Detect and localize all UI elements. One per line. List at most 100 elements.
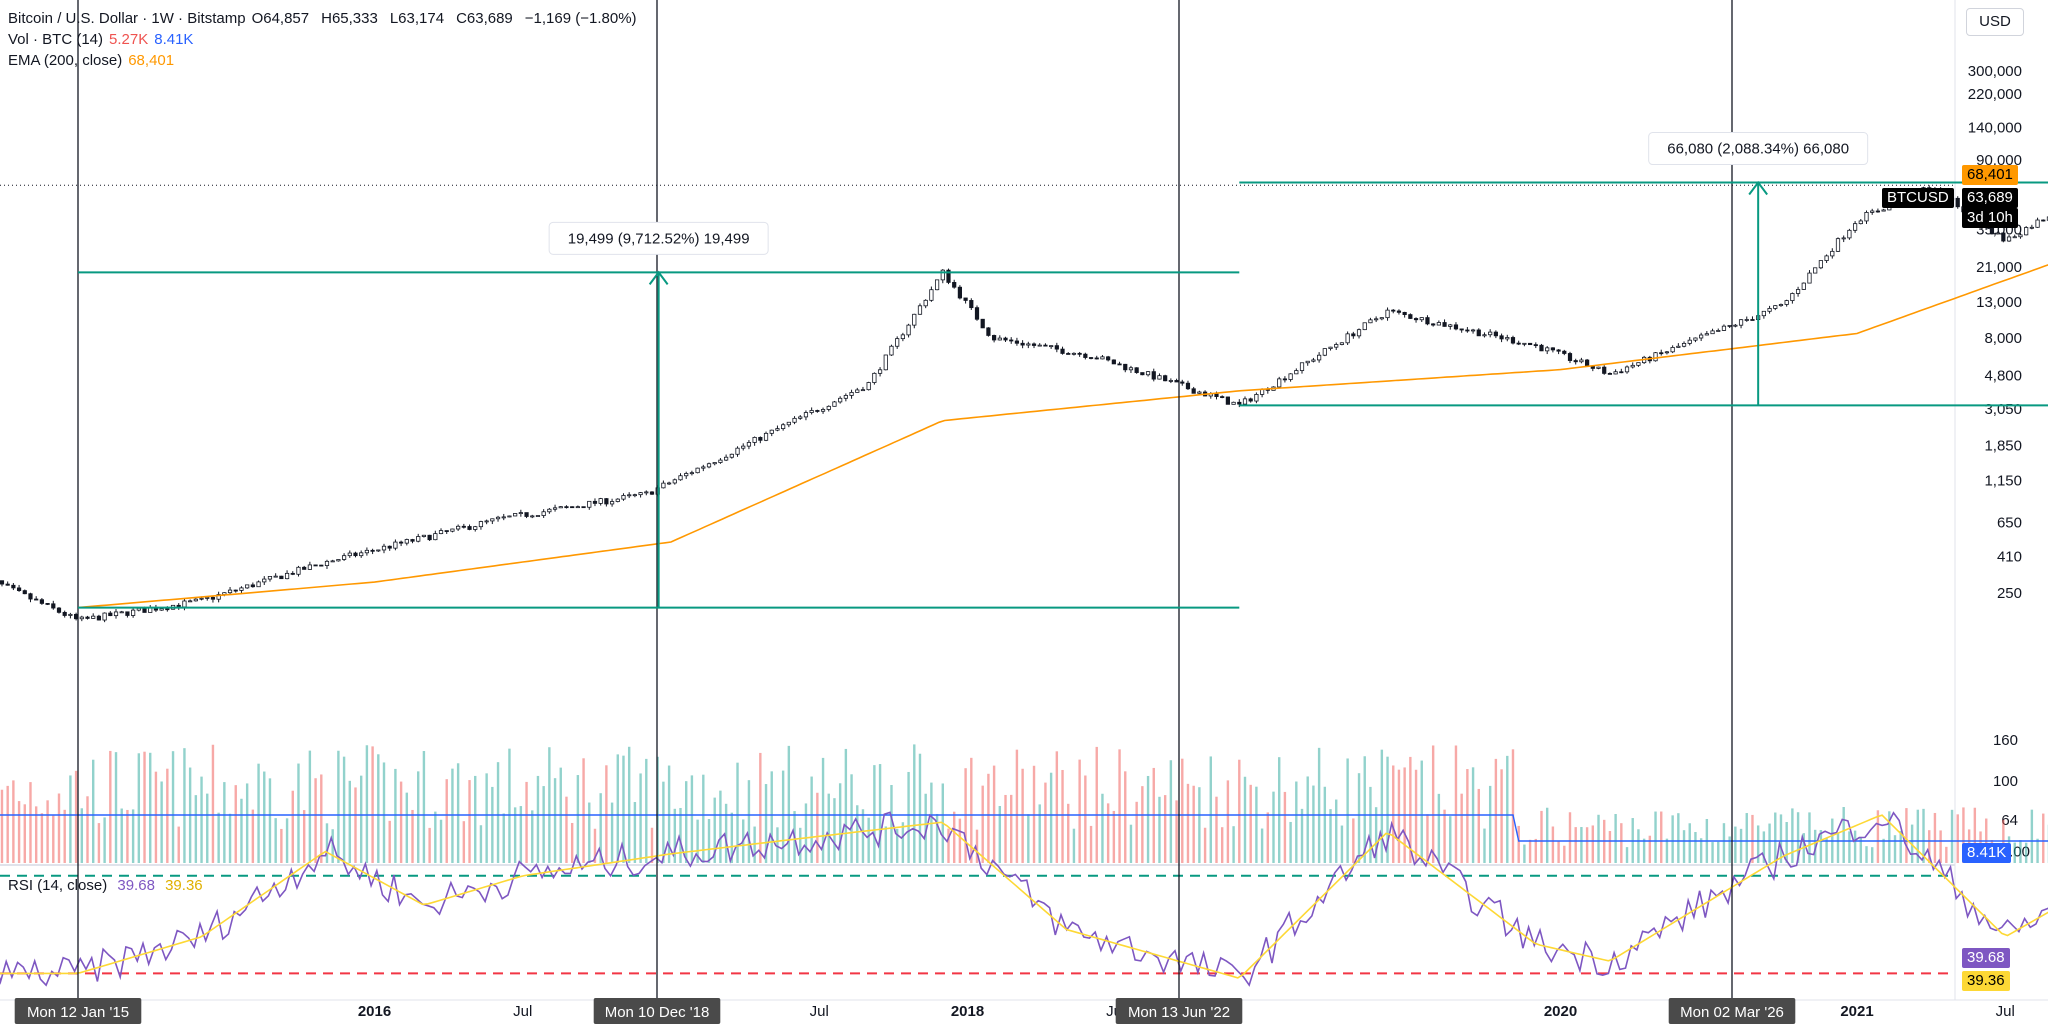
volume-bar: [1272, 791, 1275, 863]
candle-body: [1128, 367, 1134, 371]
candle-body: [1567, 353, 1573, 361]
volume-bar: [103, 817, 106, 863]
volume-bar: [1346, 758, 1349, 863]
candle-body: [1607, 372, 1613, 375]
candle-body: [672, 479, 677, 484]
candle-body: [302, 566, 307, 570]
volume-bar: [542, 786, 545, 863]
volume-bar: [924, 793, 927, 863]
volume-bar: [1335, 799, 1338, 863]
candle-body: [1545, 347, 1550, 352]
volume-bar: [1848, 831, 1851, 863]
volume-bar: [1545, 807, 1549, 863]
volume-bar: [331, 829, 334, 863]
candle-body: [1807, 272, 1812, 284]
candle-body: [1385, 309, 1390, 319]
candle-body: [473, 526, 478, 530]
candle-body: [399, 541, 404, 544]
volume-bar: [1124, 771, 1127, 863]
ema-price-tag: 68,401: [1962, 165, 2018, 185]
currency-button[interactable]: USD: [1966, 8, 2024, 36]
candle-body: [746, 442, 752, 447]
candle-body: [1334, 344, 1339, 348]
candle-body: [1037, 344, 1042, 347]
cycle-marker-date-bg: [1668, 998, 1796, 1024]
candle-body: [535, 515, 541, 517]
candle-body: [1288, 373, 1293, 380]
candle-body: [912, 313, 917, 326]
candle-body: [1579, 359, 1584, 363]
candle-body: [604, 498, 609, 505]
candle-body: [233, 589, 238, 592]
candle-body: [1818, 260, 1823, 269]
candle-body: [16, 587, 22, 592]
volume-bar: [1494, 758, 1498, 863]
candle-body: [803, 412, 809, 418]
candle-body: [1733, 324, 1738, 327]
candle-body: [1830, 250, 1835, 257]
volume-bar: [359, 775, 363, 863]
volume-bar: [1226, 780, 1230, 863]
volume-bar: [1796, 812, 1800, 863]
candle-body: [2001, 232, 2006, 242]
volume-bar: [724, 803, 728, 863]
candle-body: [552, 507, 558, 510]
volume-bar: [770, 771, 773, 863]
candle-body: [1704, 333, 1709, 336]
legend: Bitcoin / U.S. Dollar · 1W · Bitstamp O6…: [8, 8, 637, 71]
candle-body: [1425, 317, 1430, 325]
last-price-tag: 63,689: [1962, 188, 2018, 208]
volume-bar: [1722, 823, 1726, 863]
volume-bar: [365, 745, 369, 863]
price-tick-label: 250: [1997, 585, 2022, 602]
candle-body: [324, 560, 330, 566]
candle-body: [256, 581, 261, 588]
volume-bar: [228, 813, 232, 863]
candle-body: [1100, 356, 1105, 360]
candle-body: [570, 506, 575, 509]
candle-body: [1875, 210, 1881, 213]
volume-tick-label: 160: [1993, 732, 2018, 749]
candle-body: [51, 603, 56, 609]
candle-body: [1317, 354, 1322, 361]
candle-body: [786, 421, 791, 426]
price-tick-label: 410: [1997, 549, 2022, 566]
candle-body: [2006, 236, 2012, 242]
candle-body: [917, 305, 923, 315]
volume-bar: [867, 817, 870, 863]
candle-body: [461, 525, 466, 528]
candle-body: [638, 492, 643, 496]
candle-body: [296, 566, 301, 575]
candle-body: [2041, 219, 2046, 222]
volume-bar: [1642, 838, 1646, 863]
volume-bar: [1306, 776, 1309, 863]
volume-bar: [394, 768, 397, 863]
volume-bar: [1420, 760, 1423, 863]
candle-body: [353, 552, 358, 557]
volume-bar: [1243, 776, 1247, 863]
volume-bar: [1169, 760, 1173, 863]
ema-label: EMA (200, close): [8, 52, 123, 69]
candle-body: [1448, 324, 1453, 327]
candle-body: [1476, 329, 1481, 337]
candle-body: [1482, 334, 1487, 337]
volume-bar: [97, 823, 101, 863]
legend-main-row: Bitcoin / U.S. Dollar · 1W · Bitstamp O6…: [8, 8, 637, 29]
volume-bar: [46, 800, 49, 863]
candle-body: [524, 512, 529, 517]
volume-bar: [263, 771, 266, 863]
candle-body: [1841, 237, 1846, 240]
volume-bar: [1500, 769, 1503, 863]
candle-body: [416, 536, 421, 542]
cycle-marker-date-label: Mon 10 Dec '18: [605, 1004, 710, 1021]
volume-bar: [987, 773, 990, 863]
volume-bar: [1055, 751, 1059, 863]
volume-bar: [696, 819, 699, 863]
volume-bar: [1101, 793, 1104, 863]
volume-bar: [827, 793, 830, 863]
candle-body: [507, 515, 512, 518]
volume-bar: [29, 782, 32, 863]
volume-bar: [1483, 828, 1486, 863]
volume-bar: [1260, 828, 1264, 863]
